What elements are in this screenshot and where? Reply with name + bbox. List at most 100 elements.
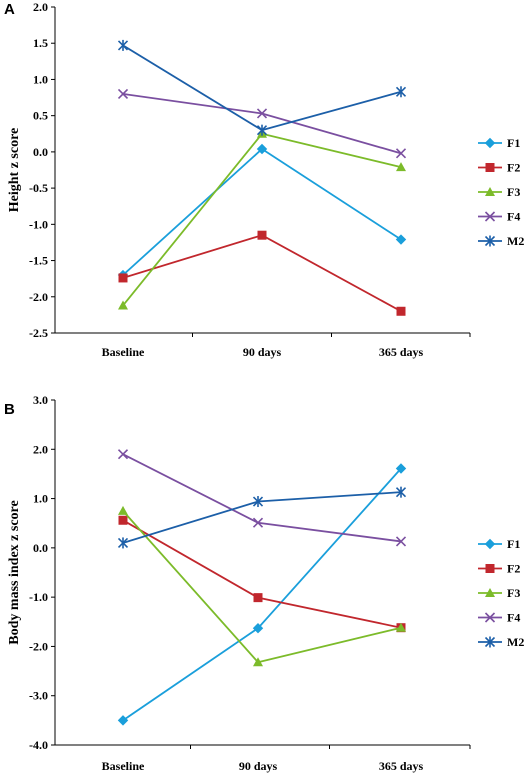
x-tick-label: 90 days: [239, 759, 278, 773]
y-tick-label: 1.5: [33, 36, 48, 50]
legend-item-f4: F4: [478, 210, 520, 224]
y-tick-label: -2.0: [29, 639, 48, 653]
legend-label: F1: [507, 136, 520, 150]
series-f4: [117, 88, 407, 159]
x-tick-label: Baseline: [102, 759, 145, 773]
legend-marker: [485, 163, 495, 172]
legend-item-f1: F1: [478, 136, 520, 150]
x-tick-label: Baseline: [102, 345, 145, 359]
legend-item-f2: F2: [478, 161, 520, 175]
data-point-f1: [252, 622, 264, 634]
legend-label: F4: [507, 210, 520, 224]
panel-b-legend: F1 F2 F3 F4 M2: [478, 537, 524, 649]
series-line-f1: [122, 147, 402, 276]
y-tick-label: 3.0: [33, 393, 48, 407]
legend-label: F1: [507, 537, 520, 551]
x-tick-label: 365 days: [379, 759, 424, 773]
legend-label: F3: [507, 185, 520, 199]
x-tick-label: 90 days: [243, 345, 282, 359]
legend-marker: [485, 588, 495, 597]
series-f2: [118, 230, 406, 316]
panel-a-y-axis-label: Height z score: [7, 128, 22, 213]
legend-marker: [484, 612, 496, 623]
panel-a-legend: F1 F2 F3 F4 M2: [478, 136, 524, 248]
data-point-f3: [396, 622, 406, 632]
data-point-m2: [117, 537, 129, 549]
panel-b-letter: B: [4, 401, 15, 418]
y-tick-label: -1.0: [29, 590, 48, 604]
data-point-f4: [395, 536, 407, 547]
y-tick-label: 0.5: [33, 109, 48, 123]
y-tick-label: 1.0: [33, 72, 48, 86]
legend-marker: [485, 187, 495, 196]
series-m2: [117, 486, 407, 549]
legend-marker: [484, 235, 496, 247]
data-point-f2: [396, 306, 406, 316]
legend-marker: [484, 636, 496, 648]
data-point-f1: [117, 715, 129, 726]
legend-label: F4: [507, 611, 520, 625]
y-tick-label: -2.0: [29, 290, 48, 304]
data-point-m2: [395, 486, 407, 498]
panel-a: A 2.0 1.5 1.0 0.5 0.0 -0.5 -1.0 -1.5 -2.0 -2.5 Base…: [4, 0, 524, 359]
series-f3: [118, 505, 406, 667]
series-f2: [118, 515, 406, 633]
y-tick-label: -4.0: [29, 738, 48, 752]
data-point-f3: [118, 505, 128, 515]
data-point-f1: [395, 234, 407, 245]
data-point-m2: [395, 86, 407, 98]
data-point-f4: [117, 88, 129, 99]
data-point-f1: [395, 463, 407, 474]
legend-label: F2: [507, 562, 520, 576]
y-tick-label: 1.0: [33, 492, 48, 506]
data-point-m2: [252, 496, 264, 508]
y-tick-label: 2.0: [33, 442, 48, 456]
data-point-f4: [117, 449, 129, 460]
series-line-f3: [122, 510, 402, 664]
y-tick-label: -3.0: [29, 689, 48, 703]
legend-label: F2: [507, 161, 520, 175]
y-tick-label: -0.5: [29, 181, 48, 195]
series-line-f3: [122, 132, 402, 307]
series-f3: [118, 128, 406, 310]
data-point-f2: [118, 273, 128, 283]
legend-item-f3: F3: [478, 185, 520, 199]
legend-marker: [484, 538, 496, 550]
legend-label: M2: [507, 234, 524, 248]
legend-item-m2: M2: [478, 635, 524, 649]
legend-item-f3: F3: [478, 586, 520, 600]
y-tick-label: 0.0: [33, 541, 48, 555]
y-tick-label: 0.0: [33, 145, 48, 159]
y-tick-label: 2.0: [33, 0, 48, 14]
panel-b: B 3.0 2.0 1.0 0.0 -1.0 -2.0 -3.0 -4.0 Baseline 90 …: [4, 393, 524, 773]
data-point-f2: [118, 515, 128, 525]
x-tick-label: 365 days: [379, 345, 424, 359]
data-point-f2: [257, 230, 267, 240]
data-point-m2: [256, 124, 268, 136]
y-tick-label: -1.0: [29, 217, 48, 231]
data-point-f3: [118, 300, 128, 310]
data-point-f4: [395, 148, 407, 159]
legend-label: M2: [507, 635, 524, 649]
panel-a-letter: A: [4, 1, 15, 18]
data-point-f4: [256, 108, 268, 119]
legend-marker: [484, 137, 496, 149]
series-m2: [117, 39, 407, 136]
data-point-f3: [396, 162, 406, 172]
series-line-m2: [122, 44, 402, 132]
y-tick-label: -2.5: [29, 326, 48, 340]
panel-b-y-axis-label: Body mass index z score: [7, 500, 22, 644]
legend-item-m2: M2: [478, 234, 524, 248]
legend-marker: [484, 211, 496, 222]
series-f4: [117, 449, 407, 547]
data-point-f3: [253, 657, 263, 667]
series-line-f2: [122, 234, 402, 313]
data-point-f1: [256, 143, 268, 155]
y-tick-label: -1.5: [29, 254, 48, 268]
data-point-f2: [253, 593, 263, 603]
series-f1: [117, 463, 407, 726]
legend-item-f2: F2: [478, 562, 520, 576]
legend-item-f4: F4: [478, 611, 520, 625]
